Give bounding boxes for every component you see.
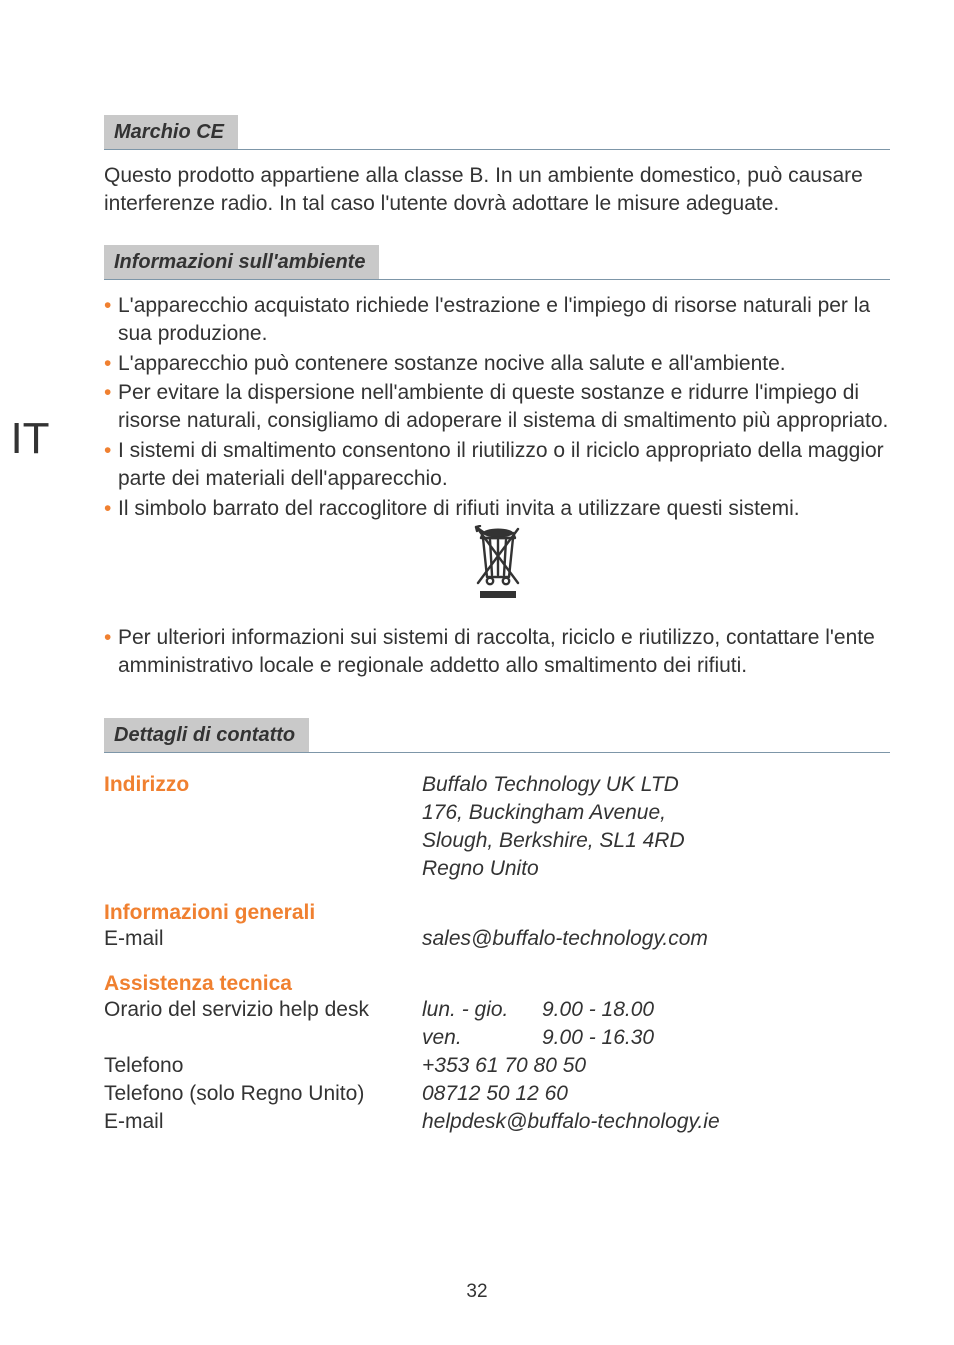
ambiente-bullet: Per evitare la dispersione nell'ambiente… (104, 379, 890, 435)
support-email-row: E-mail helpdesk@buffalo-technology.ie (104, 1108, 890, 1136)
support-hours-value: lun. - gio.9.00 - 18.00ven.9.00 - 16.30 (422, 996, 890, 1052)
address-line: Slough, Berkshire, SL1 4RD (422, 827, 890, 855)
support-email-label: E-mail (104, 1108, 422, 1136)
address-label: Indirizzo (104, 771, 422, 884)
support-block: Assistenza tecnica Orario del servizio h… (104, 972, 890, 1137)
address-value: Buffalo Technology UK LTD176, Buckingham… (422, 771, 890, 884)
support-phone-value: +353 61 70 80 50 (422, 1052, 890, 1080)
address-line: 176, Buckingham Avenue, (422, 799, 890, 827)
support-hours-row: Orario del servizio help desk lun. - gio… (104, 996, 890, 1052)
hours-line: lun. - gio.9.00 - 18.00 (422, 996, 890, 1024)
support-phone-row: Telefono +353 61 70 80 50 (104, 1052, 890, 1080)
section-heading-contatto-text: Dettagli di contatto (104, 718, 309, 752)
support-label: Assistenza tecnica (104, 972, 890, 996)
contact-block: Dettagli di contatto Indirizzo Buffalo T… (104, 718, 890, 1136)
page-number: 32 (0, 1281, 954, 1303)
section-heading-ambiente: Informazioni sull'ambiente (104, 245, 890, 280)
section-heading-marchio: Marchio CE (104, 115, 890, 150)
section-heading-contatto: Dettagli di contatto (104, 718, 890, 753)
general-info-block: Informazioni generali E-mail sales@buffa… (104, 901, 890, 953)
address-line: Buffalo Technology UK LTD (422, 771, 890, 799)
ambiente-bullet: Per ulteriori informazioni sui sistemi d… (104, 624, 890, 680)
ambiente-bullet: Il simbolo barrato del raccoglitore di r… (104, 495, 890, 523)
address-line: Regno Unito (422, 855, 890, 883)
section-heading-marchio-text: Marchio CE (104, 115, 238, 149)
hours-line: ven.9.00 - 16.30 (422, 1024, 890, 1052)
language-tab-text: IT (10, 414, 49, 464)
weee-icon (469, 525, 525, 601)
ambiente-bullets-bottom: Per ulteriori informazioni sui sistemi d… (104, 624, 890, 680)
support-phone-uk-value: 08712 50 12 60 (422, 1080, 890, 1108)
marchio-paragraph: Questo prodotto appartiene alla classe B… (104, 162, 890, 219)
general-email-label: E-mail (104, 925, 422, 953)
ambiente-bullets-top: L'apparecchio acquistato richiede l'estr… (104, 292, 890, 523)
general-email-row: E-mail sales@buffalo-technology.com (104, 925, 890, 953)
section-heading-ambiente-text: Informazioni sull'ambiente (104, 245, 379, 279)
ambiente-bullet: L'apparecchio può contenere sostanze noc… (104, 350, 890, 378)
page-content: Marchio CE Questo prodotto appartiene al… (104, 115, 890, 1136)
ambiente-bullet: L'apparecchio acquistato richiede l'estr… (104, 292, 890, 348)
support-email-value: helpdesk@buffalo-technology.ie (422, 1108, 890, 1136)
language-tab: IT (0, 410, 60, 540)
general-email-value: sales@buffalo-technology.com (422, 925, 890, 953)
support-phone-uk-label: Telefono (solo Regno Unito) (104, 1080, 422, 1108)
support-phone-uk-row: Telefono (solo Regno Unito) 08712 50 12 … (104, 1080, 890, 1108)
support-hours-label: Orario del servizio help desk (104, 996, 422, 1052)
support-phone-label: Telefono (104, 1052, 422, 1080)
ambiente-bullet: I sistemi di smaltimento consentono il r… (104, 437, 890, 493)
address-row: Indirizzo Buffalo Technology UK LTD176, … (104, 771, 890, 884)
general-info-label: Informazioni generali (104, 901, 890, 925)
weee-symbol (104, 525, 890, 606)
